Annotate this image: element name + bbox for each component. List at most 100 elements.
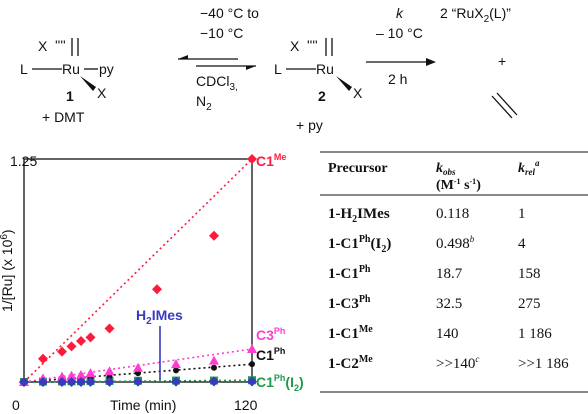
data-point: [85, 368, 96, 378]
table-cell-precursor: 1-C1Ph(I2): [328, 234, 391, 255]
equilibrium-arrows: [178, 55, 256, 70]
data-point: [57, 346, 67, 357]
table-cell-precursor: 1-C3Ph: [328, 294, 371, 312]
atom-x: X: [353, 85, 363, 101]
x-tick-label: 120: [234, 397, 258, 413]
table-cell-kobs: 140: [436, 326, 459, 342]
table-cell-kobs: 0.498b: [436, 234, 475, 252]
data-point: [173, 367, 179, 374]
atom-l: L: [274, 61, 282, 77]
svg-text:'''': '''': [55, 37, 66, 53]
column-header-kobs: kobs: [436, 161, 456, 177]
column-header-precursor: Precursor: [328, 161, 388, 176]
data-point: [38, 353, 48, 364]
data-point: [76, 377, 86, 387]
series-markers: [19, 154, 257, 387]
plus-sign: +: [498, 53, 506, 69]
kinetics-chart: 1.25 0 120 Time (min) 1/[Ru] (x 106) H2I…: [0, 152, 304, 413]
column-header-krel: krela: [518, 158, 540, 177]
solvent-text: CDCl3,: [196, 73, 238, 93]
data-point: [171, 376, 181, 387]
series-label-c1ph-i2: C1Ph(I2): [256, 373, 304, 393]
condition-text: – 10 °C: [376, 25, 423, 41]
series-lines: [23, 158, 253, 383]
atom-l: L: [20, 61, 28, 77]
table-cell-krel: 158: [518, 266, 541, 282]
data-point: [249, 361, 255, 368]
data-point: [133, 362, 143, 372]
compound-2-structure: X '''' L Ru X 2 + py: [274, 37, 363, 133]
compound-1-structure: X '''' L Ru py X 1 + DMT: [20, 37, 114, 125]
atom-ru: Ru: [316, 61, 334, 77]
data-point: [209, 230, 219, 241]
data-point: [211, 364, 217, 371]
table-cell-kobs: 32.5: [436, 296, 462, 312]
table-cell-krel: 1 186: [518, 326, 552, 342]
table-cell-kobs: 0.118: [436, 206, 469, 222]
data-point: [66, 377, 77, 387]
data-point: [76, 335, 86, 346]
table-cell-kobs: >>140c: [436, 354, 479, 372]
compound-1-extra: + DMT: [42, 109, 85, 125]
table-cell-kobs: 18.7: [436, 266, 463, 282]
data-point: [66, 341, 77, 352]
data-point: [209, 376, 219, 387]
series-label-c1ph: C1Ph: [256, 346, 285, 363]
data-point: [76, 369, 86, 379]
condition-text: −10 °C: [200, 25, 243, 41]
data-point: [85, 332, 96, 343]
data-point: [38, 377, 48, 387]
table-cell-krel: >>1 186: [518, 356, 569, 372]
compound-2-extra: + py: [296, 117, 323, 133]
compound-1-label: 1: [66, 88, 74, 104]
data-point: [57, 377, 67, 387]
condition-text: 2 h: [388, 71, 407, 87]
atmosphere-text: N2: [196, 93, 212, 113]
data-point: [19, 377, 29, 387]
column-header-kobs-units: (M-1 s-1): [436, 177, 481, 193]
data-point: [152, 284, 162, 295]
data-point: [66, 370, 77, 380]
table-cell-krel: 4: [518, 236, 526, 252]
series-trend-line: [23, 158, 253, 383]
compound-2-label: 2: [318, 88, 326, 104]
table-cell-precursor: 1-C1Ph: [328, 264, 371, 282]
table-cell-krel: 275: [518, 296, 541, 312]
data-point: [104, 323, 115, 334]
series-label-c1me: C1Me: [256, 152, 286, 169]
table-cell-precursor: 1-H2IMes: [328, 206, 390, 225]
y-axis-label: 1/[Ru] (x 106): [0, 229, 15, 312]
forward-arrow: [366, 58, 436, 66]
atom-x: X: [290, 38, 300, 54]
product-text: 2 “RuX2(L)”: [440, 5, 511, 25]
data-point: [104, 376, 115, 387]
table-cell-krel: 1: [518, 206, 526, 222]
data-point: [247, 343, 257, 353]
atom-x: X: [97, 85, 107, 101]
x-tick-label: 0: [12, 397, 20, 413]
table-cell-precursor: 1-C1Me: [328, 324, 373, 342]
ethylene-icon: [491, 92, 518, 119]
data-point: [85, 376, 96, 387]
rate-table: Precursor kobs (M-1 s-1) krela 1-H2IMes …: [320, 151, 588, 393]
h2imes-annotation: H2IMes: [136, 307, 183, 327]
data-point: [171, 359, 181, 369]
x-axis-label: Time (min): [110, 397, 176, 413]
atom-ru: Ru: [62, 61, 80, 77]
data-point: [247, 376, 257, 387]
data-point: [104, 366, 115, 376]
series-label-c3ph: C3Ph: [256, 326, 285, 343]
reaction-scheme: X '''' L Ru py X 1 + DMT −40 °C to −10 °…: [20, 5, 518, 133]
data-point: [209, 355, 219, 365]
condition-text: −40 °C to: [200, 5, 259, 21]
data-point: [133, 376, 143, 387]
data-point: [57, 371, 67, 381]
data-point: [247, 154, 257, 164]
atom-py: py: [99, 61, 114, 77]
table-cell-precursor: 1-C2Me: [328, 354, 373, 372]
atom-x: X: [38, 38, 48, 54]
rate-constant-k: k: [396, 5, 404, 21]
y-tick-label: 1.25: [10, 153, 37, 169]
svg-text:'''': '''': [307, 37, 318, 53]
